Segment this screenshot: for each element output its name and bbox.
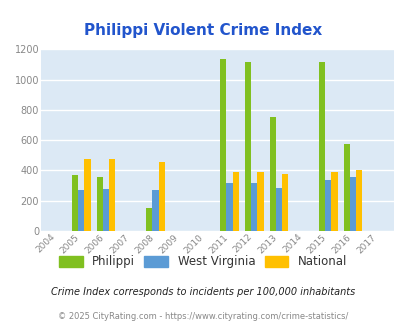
Bar xyxy=(78,190,84,231)
Bar xyxy=(318,62,324,231)
Bar xyxy=(324,180,330,231)
Bar xyxy=(349,177,355,231)
Bar xyxy=(220,58,226,231)
Bar xyxy=(109,159,115,231)
Bar xyxy=(146,208,152,231)
Text: © 2025 CityRating.com - https://www.cityrating.com/crime-statistics/: © 2025 CityRating.com - https://www.city… xyxy=(58,312,347,321)
Bar xyxy=(244,62,251,231)
Bar xyxy=(269,117,275,231)
Bar xyxy=(84,159,90,231)
Bar xyxy=(96,177,103,231)
Bar xyxy=(343,144,349,231)
Text: Philippi Violent Crime Index: Philippi Violent Crime Index xyxy=(84,23,321,38)
Bar xyxy=(103,189,109,231)
Bar xyxy=(281,174,288,231)
Bar xyxy=(257,172,263,231)
Bar xyxy=(158,162,164,231)
Bar xyxy=(275,188,281,231)
Bar xyxy=(232,172,238,231)
Legend: Philippi, West Virginia, National: Philippi, West Virginia, National xyxy=(55,252,350,272)
Bar xyxy=(72,175,78,231)
Text: Crime Index corresponds to incidents per 100,000 inhabitants: Crime Index corresponds to incidents per… xyxy=(51,287,354,297)
Bar xyxy=(330,172,337,231)
Bar xyxy=(152,190,158,231)
Bar xyxy=(226,183,232,231)
Bar xyxy=(355,171,361,231)
Bar xyxy=(251,183,257,231)
